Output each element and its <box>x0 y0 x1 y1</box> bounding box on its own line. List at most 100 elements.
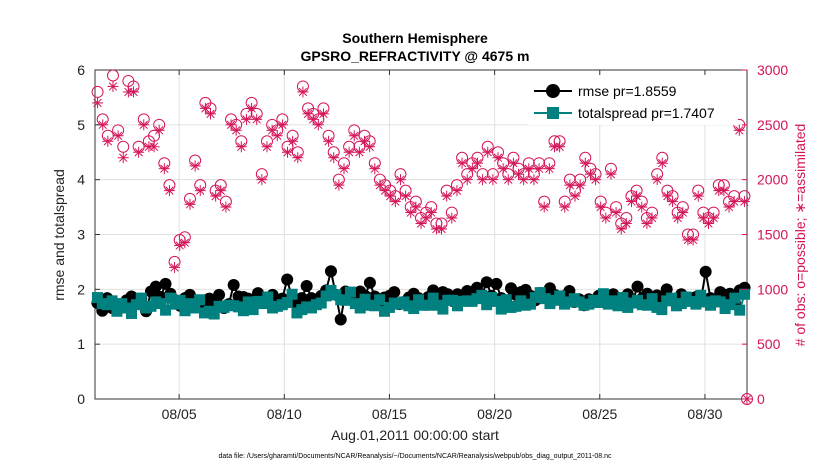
assimilated-obs-point <box>128 86 140 98</box>
assimilated-obs-point <box>353 146 365 158</box>
assimilated-obs-point <box>256 174 268 186</box>
rmse-point <box>300 280 313 293</box>
assimilated-obs-point <box>343 146 355 158</box>
assimilated-obs-point <box>205 108 217 120</box>
assimilated-obs-point <box>461 174 473 186</box>
totalspread-point <box>427 292 439 304</box>
totalspread-point <box>247 304 259 316</box>
rmse-point <box>281 273 294 286</box>
totalspread-point <box>281 296 293 308</box>
assimilated-obs-point <box>138 119 150 131</box>
y-tick-label: 2 <box>77 281 85 297</box>
totalspread-point <box>174 294 186 306</box>
totalspread-point <box>257 298 269 310</box>
y-tick-label: 6 <box>77 62 85 78</box>
possible-obs-point <box>117 140 130 153</box>
assimilated-obs-point <box>559 201 571 213</box>
assimilated-obs-point <box>333 179 345 191</box>
assimilated-obs-point <box>169 261 181 273</box>
totalspread-point <box>125 307 137 319</box>
assimilated-obs-point <box>287 135 299 147</box>
assimilated-obs-point <box>600 212 612 224</box>
rmse-point <box>363 276 376 289</box>
assimilated-obs-point <box>687 234 699 246</box>
y-right-tick-label: 2000 <box>757 172 788 188</box>
assimilated-obs-point <box>436 223 448 235</box>
assimilated-obs-point <box>538 201 550 213</box>
assimilated-obs-point <box>456 157 468 169</box>
assimilated-obs-point <box>230 124 242 136</box>
rmse-point <box>324 265 337 278</box>
totalspread-point <box>597 288 609 300</box>
rmse-point <box>388 286 401 299</box>
rmse-point <box>213 288 226 301</box>
assimilated-obs-point <box>379 185 391 197</box>
assimilated-obs-point <box>394 174 406 186</box>
totalspread-point <box>315 297 327 309</box>
assimilated-obs-point <box>646 212 658 224</box>
totalspread-point <box>155 298 167 310</box>
assimilated-obs-point <box>610 207 622 219</box>
assimilated-obs-point <box>410 201 422 213</box>
legend-rmse-marker <box>546 84 560 98</box>
assimilated-obs-point <box>425 207 437 219</box>
assimilated-obs-point <box>163 185 175 197</box>
assimilated-obs-point <box>631 190 643 202</box>
assimilated-obs-point <box>497 163 509 175</box>
assimilated-obs-point <box>153 124 165 136</box>
totalspread-point <box>690 298 702 310</box>
rmse-point <box>183 288 196 301</box>
chart-title-line2: GPSRO_REFRACTIVITY @ 4675 m <box>301 48 530 64</box>
assimilated-obs-point <box>533 163 545 175</box>
assimilated-obs-point <box>477 174 489 186</box>
rmse-point <box>631 280 644 293</box>
y-tick-label: 0 <box>77 391 85 407</box>
assimilated-obs-point <box>513 168 525 180</box>
totalspread-point <box>739 288 751 300</box>
assimilated-obs-point <box>656 157 668 169</box>
y-axis-right-ticks: 0 500 1000 1500 2000 2500 3000 <box>742 62 788 407</box>
totalspread-point <box>91 292 103 304</box>
y-axis-right-label: # of obs: o=possible; ∗=assimilated <box>792 124 808 347</box>
assimilated-obs-point <box>338 163 350 175</box>
x-tick-label: 08/20 <box>477 406 512 422</box>
assimilated-obs-point <box>487 174 499 186</box>
totalspread-point <box>617 292 629 304</box>
assimilated-obs-point <box>251 113 263 125</box>
totalspread-point <box>481 299 493 311</box>
legend-totalspread-label: totalspread pr=1.7407 <box>578 105 715 121</box>
totalspread-point <box>646 293 658 305</box>
totalspread-point <box>286 288 298 300</box>
y-axis-left-ticks: 0 1 2 3 4 5 6 <box>77 62 100 407</box>
rmse-point <box>490 277 503 290</box>
assimilated-obs-point <box>579 157 591 169</box>
totalspread-point <box>189 302 201 314</box>
x-tick-label: 08/30 <box>687 406 722 422</box>
legend-box <box>528 75 738 125</box>
assimilated-obs-point <box>564 179 576 191</box>
assimilated-obs-point <box>728 196 740 208</box>
totalspread-point <box>593 296 605 308</box>
totalspread-point <box>490 295 502 307</box>
x-tick-label: 08/10 <box>267 406 302 422</box>
assimilated-obs-point <box>179 237 191 249</box>
assimilated-obs-point <box>389 196 401 208</box>
assimilated-obs-point <box>733 124 745 136</box>
totalspread-point <box>495 303 507 315</box>
x-tick-label: 08/15 <box>372 406 407 422</box>
assimilated-obs-point <box>605 168 617 180</box>
totalspread-point <box>194 294 206 306</box>
y-right-tick-label: 2500 <box>757 117 788 133</box>
assimilated-obs-point <box>471 157 483 169</box>
possible-obs-point <box>106 69 119 82</box>
rmse-point <box>660 283 673 296</box>
totalspread-point <box>179 305 191 317</box>
assimilated-obs-point <box>574 179 586 191</box>
assimilated-obs-point <box>148 141 160 153</box>
assimilated-obs-point <box>667 196 679 208</box>
legend: rmse pr=1.8559 totalspread pr=1.7407 <box>528 75 738 125</box>
totalspread-point <box>135 292 147 304</box>
assimilated-obs-point <box>133 146 145 158</box>
assimilated-obs-point <box>184 198 196 210</box>
